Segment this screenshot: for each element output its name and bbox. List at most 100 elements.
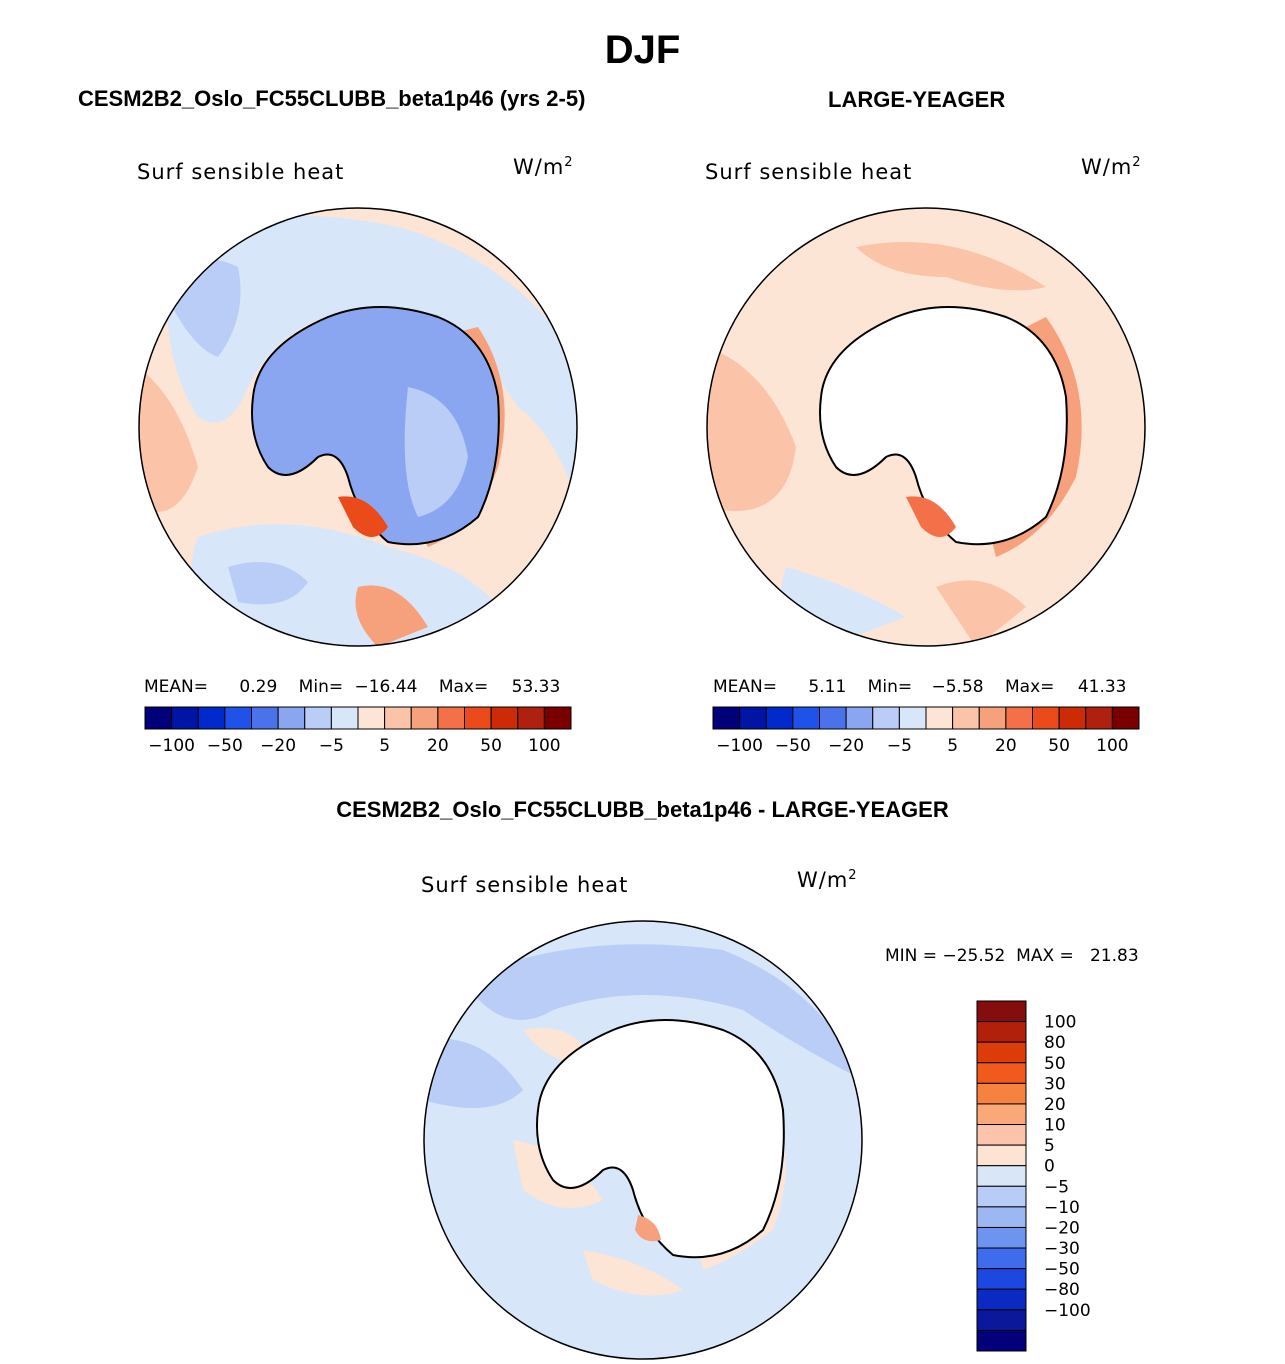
colorbar-cell [330,706,359,730]
colorbar-tick-label: 5 [379,736,390,756]
colorbar-cell [952,706,980,730]
colorbar-tick-label: 50 [1048,736,1070,756]
colorbar-cell [765,706,794,730]
panel-right-units-base: W/m [1081,155,1133,179]
colorbar-cell [251,706,279,730]
figure-title: DJF [604,28,681,72]
colorbar-cell [976,1309,1027,1331]
colorbar-cell [490,706,519,730]
colorbar-cell [976,1021,1027,1043]
colorbar-cell [872,706,900,730]
panel-left-units: W/m2 [513,155,574,179]
min-label: Min= [867,677,913,697]
map-right [706,207,1146,647]
colorbar-tick-label: −30 [1044,1239,1080,1259]
colorbar-cell [978,706,1007,730]
colorbar-tick-label: −100 [1044,1301,1091,1321]
max-label: Max= [1005,677,1055,697]
colorbar-tick-label: 30 [1044,1074,1066,1094]
colorbar-tick-label: 100 [528,736,560,756]
colorbar-cell [712,706,741,730]
colorbar-tick-label: 100 [1096,736,1128,756]
colorbar-cell [517,706,545,730]
colorbar-left: −100 −50 −20 −5 5 20 50 100 [144,706,572,756]
max-value: 41.33 [1077,677,1127,697]
mean-label: MEAN= [713,677,777,697]
colorbar-cell [976,1124,1027,1146]
colorbar-cell [197,706,226,730]
colorbar-cell [819,706,847,730]
colorbar-tick-label: −5 [1044,1177,1069,1197]
continent-inner-light [404,387,468,517]
colorbar-cell [976,1062,1027,1084]
hotspot-ross [906,496,956,537]
panel-left-stats: MEAN= 0.29 Min= −16.44 Max= 53.33 [144,677,560,697]
colorbar-cell [171,706,199,730]
panel-right-title: LARGE-YEAGER [828,87,1006,112]
colorbar-cell [976,1144,1027,1167]
contour-neg-mid-north [463,944,862,1080]
colorbar-tick-label: −20 [828,736,864,756]
colorbar-cell [1032,706,1060,730]
colorbar-cell [976,1329,1027,1352]
panel-diff-units-exp: 2 [848,868,858,883]
contour-neg-mid-south [228,562,308,605]
panel-diff-minmax: MIN = −25.52 MAX = 21.83 [885,946,1139,966]
colorbar-cell [845,706,874,730]
colorbar-tick-label: 50 [480,736,502,756]
panel-right-variable: Surf sensible heat [705,160,913,184]
colorbar-cell [792,706,820,730]
panel-right-units: W/m2 [1081,155,1142,179]
contour-pos-mid-south [936,580,1026,646]
contour-pos-light-4 [583,1250,683,1296]
colorbar-tick-label: −80 [1044,1280,1080,1300]
colorbar-tick-label: −5 [887,736,912,756]
colorbar-cell [384,706,412,730]
colorbar-tick-label: 50 [1044,1054,1066,1074]
panel-diff-units: W/m2 [797,868,858,892]
panel-left-units-exp: 2 [564,155,574,170]
colorbar-tick-label: 20 [995,736,1017,756]
colorbar-cell [976,1247,1027,1270]
max-value: 53.33 [511,677,561,697]
colorbar-cell [277,706,306,730]
panel-right-units-exp: 2 [1132,155,1142,170]
mean-value: 5.11 [808,677,847,697]
mean-label: MEAN= [144,677,208,697]
contour-pos-mid-west [139,367,198,512]
colorbar-cell [976,1082,1027,1105]
map-diff [423,920,863,1360]
min-value: −16.44 [354,677,418,697]
panel-left-units-base: W/m [513,155,565,179]
colorbar-cell [1111,706,1140,730]
colorbar-tick-label: 80 [1044,1033,1066,1053]
colorbar-cell [543,706,572,730]
colorbar-tick-label: 20 [1044,1095,1066,1115]
colorbar-cell [739,706,767,730]
colorbar-cell [925,706,954,730]
colorbar-tick-label: 5 [947,736,958,756]
colorbar-cell [437,706,465,730]
panel-diff-units-base: W/m [797,868,849,892]
colorbar-tick-label: −50 [1044,1260,1080,1280]
colorbar-tick-label: −100 [716,736,763,756]
colorbar-tick-label: −5 [319,736,344,756]
colorbar-cell [357,706,386,730]
colorbar-cell [144,706,173,730]
max-label: Max= [438,677,489,697]
contour-neg-mid-west [424,1038,523,1108]
colorbar-tick-label: −20 [1044,1218,1080,1238]
colorbar-cell [976,1268,1027,1290]
colorbar-cell [976,1288,1027,1311]
panel-diff-variable: Surf sensible heat [421,873,629,897]
mean-value: 0.29 [239,677,278,697]
colorbar-cell [224,706,252,730]
panel-diff-title: CESM2B2_Oslo_FC55CLUBB_beta1p46 - LARGE-… [336,797,949,822]
colorbar-tick-label: 20 [427,736,449,756]
colorbar-tick-label: −50 [775,736,811,756]
contour-neg-light-south [191,524,498,646]
hotspot-ross [635,1215,661,1242]
continent [536,1019,785,1259]
contour-pos-mid-west [707,347,796,511]
